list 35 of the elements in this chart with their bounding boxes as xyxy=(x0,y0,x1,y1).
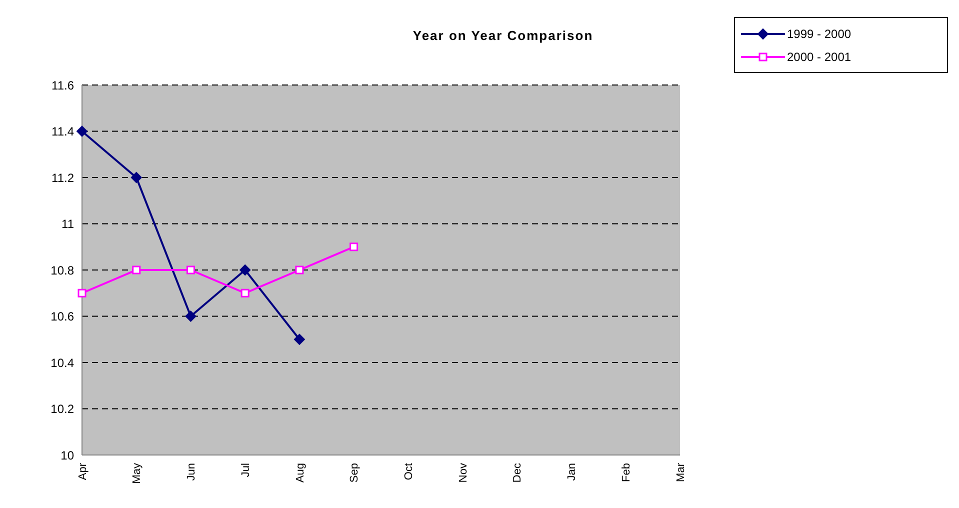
y-tick-label: 11.4 xyxy=(52,124,74,139)
x-tick-label: Oct xyxy=(402,463,415,480)
x-tick-label: Dec xyxy=(512,462,524,483)
x-tick-label: May xyxy=(131,462,144,484)
y-tick-label: 10.6 xyxy=(50,310,74,324)
x-tick-label: Jul xyxy=(240,463,252,478)
point xyxy=(294,334,305,345)
point xyxy=(350,242,358,252)
y-tick-label: 10.2 xyxy=(50,402,74,416)
point xyxy=(78,288,86,298)
point xyxy=(295,266,304,274)
point xyxy=(185,310,196,322)
y-tick-label: 10.4 xyxy=(50,356,74,370)
point xyxy=(240,264,251,276)
x-tick-label: Jan xyxy=(566,463,578,481)
x-tick-label: Mar xyxy=(674,462,687,482)
x-tick-label: Sep xyxy=(348,463,361,483)
point xyxy=(76,126,88,137)
x-tick-label: Apr xyxy=(76,462,89,480)
x-tick-label: Aug xyxy=(294,463,306,483)
chart-title: Year on Year Comparison xyxy=(412,28,594,43)
point xyxy=(186,266,195,274)
point xyxy=(132,266,141,274)
x-tick-label: Feb xyxy=(620,463,632,482)
y-tick-label: 11.2 xyxy=(52,170,74,185)
y-tick-label: 10.8 xyxy=(50,263,74,278)
point xyxy=(130,172,142,183)
point xyxy=(240,288,250,298)
legend-label: 2000 - 2001 xyxy=(787,50,852,64)
y-tick-label: 11.6 xyxy=(52,78,74,92)
y-tick-label: 10 xyxy=(60,448,74,462)
y-tick-label: 11 xyxy=(62,217,74,232)
x-tick-label: Jun xyxy=(186,463,198,481)
x-tick-label: Nov xyxy=(457,462,470,483)
legend-label: 1999 - 2000 xyxy=(787,26,852,40)
